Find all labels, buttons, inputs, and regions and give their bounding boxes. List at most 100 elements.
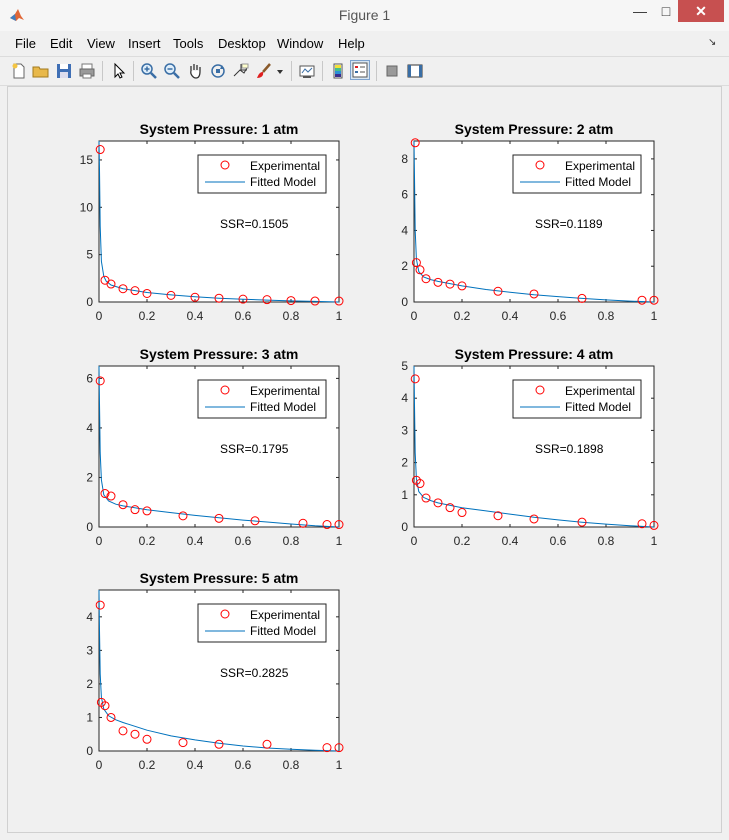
subplot-4[interactable]: System Pressure: 4 atm 0 0.2 0.4 0.6 0.8 1 0 1 2 3… — [401, 346, 659, 548]
plot-title: System Pressure: 3 atm — [140, 346, 299, 362]
experimental-point — [262, 739, 272, 749]
experimental-point — [529, 289, 539, 299]
experimental-point — [286, 296, 296, 306]
experimental-point — [334, 520, 344, 530]
experimental-point — [649, 520, 659, 530]
experimental-point — [433, 277, 443, 287]
menu-file[interactable]: File — [15, 36, 36, 51]
data-cursor-icon[interactable] — [232, 62, 250, 80]
experimental-point — [130, 286, 140, 296]
new-figure-icon[interactable] — [10, 62, 28, 80]
x-tick-label: 0.8 — [598, 534, 615, 548]
experimental-point — [493, 511, 503, 521]
experimental-point — [410, 138, 420, 148]
brush-dropdown-icon[interactable] — [275, 62, 285, 80]
menu-edit[interactable]: Edit — [50, 36, 73, 51]
experimental-point — [95, 145, 105, 155]
experimental-point — [445, 503, 455, 513]
menu-window[interactable]: Window — [277, 36, 324, 51]
experimental-point — [577, 293, 587, 303]
subplot-5[interactable]: System Pressure: 5 atm 0 0.2 0.4 0.6 0.8 1 0 1 2 3… — [86, 570, 344, 772]
y-tick-label: 10 — [80, 200, 94, 214]
brush-icon[interactable] — [255, 62, 273, 80]
y-tick-label: 1 — [401, 488, 408, 502]
experimental-point — [130, 505, 140, 515]
legend-box — [512, 379, 642, 419]
experimental-point — [577, 517, 587, 527]
x-tick-label: 1 — [651, 534, 658, 548]
x-tick-label: 0.8 — [283, 758, 300, 772]
legend: Experimental Fitted Model — [197, 154, 327, 194]
experimental-point — [457, 281, 467, 291]
plot-title: System Pressure: 4 atm — [455, 346, 614, 362]
y-tick-label: 2 — [401, 456, 408, 470]
maximize-button[interactable]: □ — [661, 3, 671, 19]
legend-marker-experimental — [220, 160, 230, 170]
y-tick-label: 3 — [86, 643, 93, 657]
plot-title: System Pressure: 2 atm — [455, 121, 614, 137]
experimental-point — [106, 491, 116, 501]
menu-overflow-icon[interactable]: ↘ — [708, 37, 717, 48]
rotate-3d-icon[interactable] — [209, 62, 227, 80]
experimental-point — [322, 743, 332, 753]
fitted-model-line — [413, 140, 655, 303]
x-tick-label: 0 — [96, 309, 103, 323]
x-tick-label: 0 — [411, 534, 418, 548]
show-plot-tools-icon[interactable] — [406, 62, 424, 80]
x-tick-label: 0.4 — [187, 534, 204, 548]
y-tick-label: 6 — [86, 371, 93, 385]
zoom-out-icon[interactable] — [163, 62, 181, 80]
legend-marker-experimental — [535, 385, 545, 395]
colorbar-icon[interactable] — [329, 62, 347, 80]
subplot-2[interactable]: System Pressure: 2 atm 0 0.2 0.4 0.6 0.8 1 0 2 4 6… — [401, 121, 659, 323]
print-icon[interactable] — [78, 62, 96, 80]
title-bar: Figure 1 — □ ✕ — [0, 0, 729, 32]
hide-plot-tools-icon[interactable] — [383, 62, 401, 80]
fitted-model-line — [98, 140, 340, 303]
window-title: Figure 1 — [338, 7, 391, 23]
experimental-point — [95, 376, 105, 386]
menu-tools[interactable]: Tools — [173, 36, 204, 51]
y-tick-label: 6 — [401, 188, 408, 202]
open-file-icon[interactable] — [32, 62, 50, 80]
x-tick-label: 0.2 — [139, 758, 156, 772]
ssr-annotation: SSR=0.1189 — [535, 217, 603, 231]
legend-label-experimental: Experimental — [565, 159, 635, 173]
menu-help[interactable]: Help — [338, 36, 365, 51]
legend-label-fitted: Fitted Model — [565, 175, 631, 189]
x-tick-label: 0.4 — [502, 534, 519, 548]
legend-marker-experimental — [220, 385, 230, 395]
legend-label-experimental: Experimental — [565, 384, 635, 398]
menu-view[interactable]: View — [87, 36, 115, 51]
experimental-point — [178, 511, 188, 521]
save-icon[interactable] — [55, 62, 73, 80]
y-tick-label: 2 — [86, 470, 93, 484]
experimental-point — [457, 508, 467, 518]
experimental-point — [95, 600, 105, 610]
experimental-point — [178, 738, 188, 748]
x-tick-label: 0.8 — [283, 309, 300, 323]
fitted-model-line — [98, 589, 340, 752]
menu-insert[interactable]: Insert — [128, 36, 161, 51]
pointer-icon[interactable] — [110, 62, 128, 80]
figure-canvas: System Pressure: 1 atm 0 0.2 0.4 0.6 0.8 1 0 5 10… — [7, 86, 722, 833]
minimize-button[interactable]: — — [633, 3, 647, 19]
legend-label-experimental: Experimental — [250, 608, 320, 622]
experimental-point — [214, 293, 224, 303]
legend-label-fitted: Fitted Model — [250, 624, 316, 638]
ssr-annotation: SSR=0.2825 — [220, 666, 289, 680]
x-tick-label: 0 — [96, 758, 103, 772]
x-tick-label: 0.2 — [454, 534, 471, 548]
toolbar-separator — [102, 61, 103, 81]
close-button[interactable]: ✕ — [678, 0, 724, 22]
experimental-point — [445, 279, 455, 289]
pan-hand-icon[interactable] — [186, 62, 204, 80]
subplot-3[interactable]: System Pressure: 3 atm 0 0.2 0.4 0.6 0.8 1 0 2 4 6… — [86, 346, 344, 548]
link-plot-icon[interactable] — [298, 62, 316, 80]
y-tick-label: 5 — [401, 359, 408, 373]
menu-desktop[interactable]: Desktop — [218, 36, 266, 51]
zoom-in-icon[interactable] — [140, 62, 158, 80]
legend-icon[interactable] — [350, 60, 370, 80]
experimental-point — [106, 279, 116, 289]
